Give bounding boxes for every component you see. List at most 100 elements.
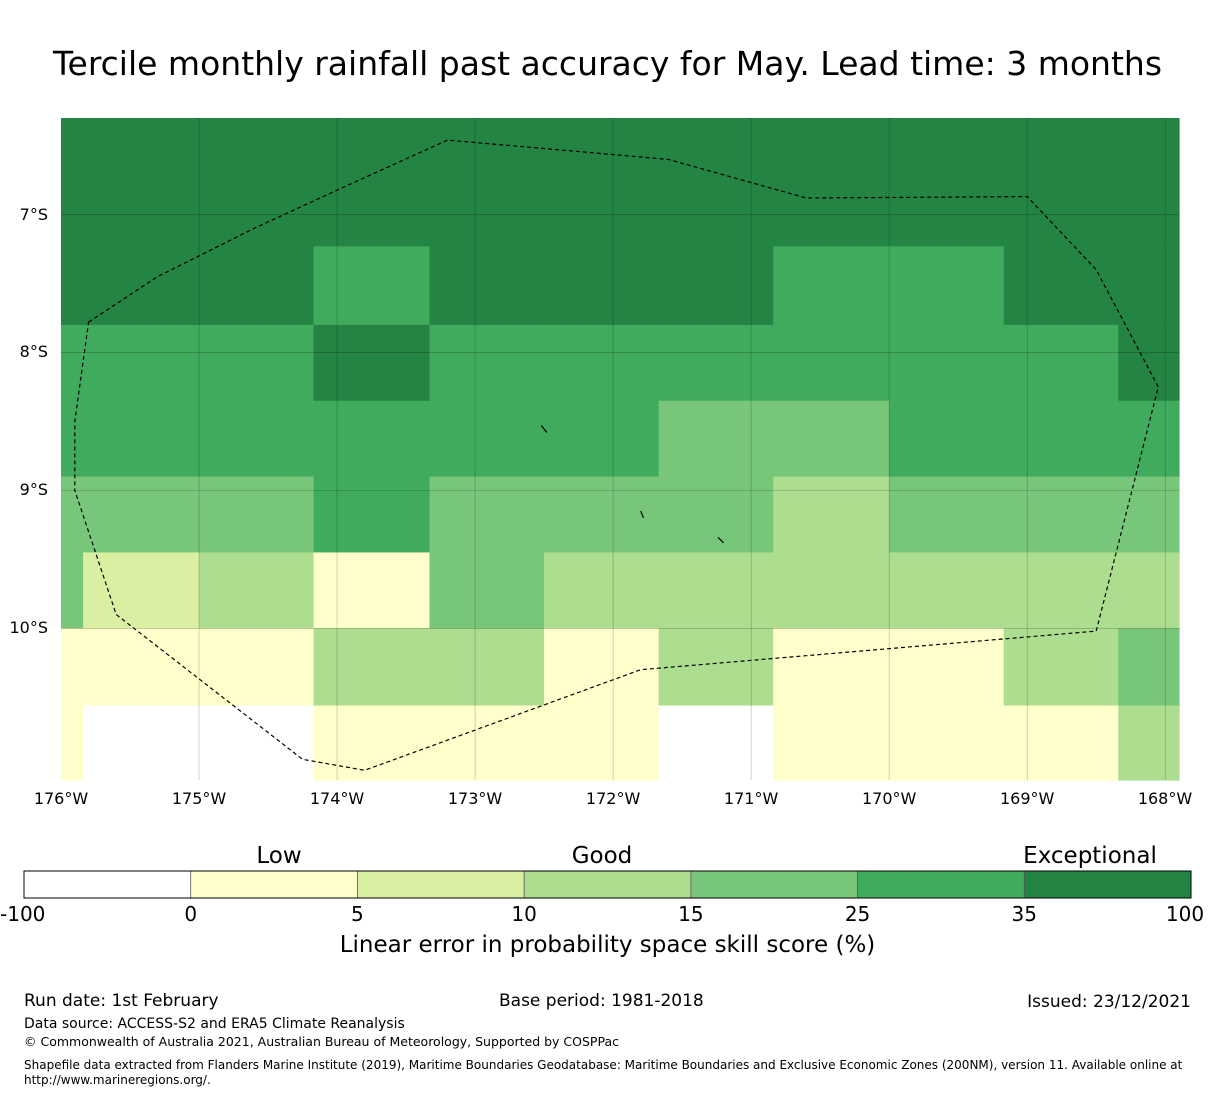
lon-label: 176°W <box>33 789 89 808</box>
skill-cell <box>1003 246 1119 326</box>
skill-cell <box>429 246 545 326</box>
skill-cell <box>429 552 545 629</box>
skill-cell <box>1118 118 1180 247</box>
skill-cell <box>61 324 84 402</box>
skill-cell <box>199 705 315 781</box>
skill-cell <box>658 476 774 554</box>
data-source: Data source: ACCESS-S2 and ERA5 Climate … <box>24 1016 405 1032</box>
skill-cell <box>889 476 1005 554</box>
shapefile-url: http://www.marineregions.org/. <box>24 1073 211 1087</box>
category-exceptional-label: Exceptional <box>1023 843 1157 869</box>
skill-cell <box>429 476 545 554</box>
colorbar-segment <box>357 871 525 898</box>
skill-cell <box>889 324 1005 402</box>
skill-cell <box>658 552 774 629</box>
skill-cell <box>429 400 545 478</box>
skill-cell <box>1118 400 1180 478</box>
skill-cell <box>83 324 200 402</box>
skill-cell <box>1003 628 1119 707</box>
skill-cell <box>199 628 315 707</box>
lon-label: 174°W <box>309 789 365 808</box>
skill-cell <box>544 552 660 629</box>
skill-cell <box>658 246 774 326</box>
lat-label: 8°S <box>19 342 48 362</box>
skill-cell <box>773 400 890 478</box>
skill-cell <box>544 324 660 402</box>
skill-cell <box>199 552 315 629</box>
lon-label: 171°W <box>723 789 779 808</box>
skill-cell <box>83 705 200 781</box>
skill-cell <box>199 476 315 554</box>
skill-cell <box>429 705 545 781</box>
skill-cell <box>1003 552 1119 629</box>
skill-cell <box>1118 552 1180 629</box>
skill-cell <box>83 476 200 554</box>
skill-cell <box>773 246 890 326</box>
colorbar-tick-label: 35 <box>1011 902 1037 926</box>
colorbar-segment <box>857 871 1025 898</box>
skill-cell <box>658 118 774 247</box>
lon-label: 170°W <box>861 789 917 808</box>
skill-cell <box>544 246 660 326</box>
lon-label: 175°W <box>171 789 227 808</box>
skill-cell <box>544 705 660 781</box>
skill-cell <box>313 400 431 478</box>
lat-label: 7°S <box>19 204 48 224</box>
skill-cell <box>429 118 545 247</box>
skill-cell <box>313 476 431 554</box>
skill-cell <box>544 628 660 707</box>
issued-date: Issued: 23/12/2021 <box>1027 992 1191 1012</box>
skill-cell <box>199 324 315 402</box>
skill-cell <box>1003 705 1119 781</box>
copyright: © Commonwealth of Australia 2021, Austra… <box>24 1034 619 1049</box>
skill-cell <box>61 118 84 247</box>
skill-cell <box>429 628 545 707</box>
skill-cell <box>889 552 1005 629</box>
skill-cell <box>313 324 431 402</box>
island <box>540 425 548 433</box>
colorbar-tick-label: 10 <box>511 902 537 926</box>
skill-cell <box>199 400 315 478</box>
colorbar-segment <box>24 871 191 898</box>
lat-label: 9°S <box>19 480 48 500</box>
skill-cell <box>544 400 660 478</box>
skill-cell <box>61 552 84 629</box>
skill-cell <box>1003 324 1119 402</box>
colorbar-segment <box>524 871 691 898</box>
skill-cell <box>658 400 774 478</box>
lon-label: 173°W <box>447 789 503 808</box>
category-low-label: Low <box>256 843 302 869</box>
colorbar-segment <box>1024 871 1191 898</box>
colorbar-tick-label: -100 <box>0 902 46 926</box>
skill-cell <box>889 628 1005 707</box>
skill-cell <box>1003 476 1119 554</box>
skill-cell <box>313 628 431 707</box>
skill-cell <box>83 552 200 629</box>
skill-cell <box>83 628 200 707</box>
skill-cell <box>1118 246 1180 326</box>
island <box>640 510 645 519</box>
skill-cell <box>61 400 84 478</box>
skill-cell <box>1003 400 1119 478</box>
colorbar-tick-label: 0 <box>184 902 198 926</box>
skill-cell <box>773 324 890 402</box>
skill-cell <box>544 476 660 554</box>
skill-cell <box>313 705 431 781</box>
skill-grid <box>61 118 1180 781</box>
eez-boundary <box>74 139 1159 771</box>
skill-cell <box>658 705 774 781</box>
skill-cell <box>199 246 315 326</box>
skill-cell <box>199 118 315 247</box>
colorbar-tick-label: 5 <box>351 902 364 926</box>
skill-cell <box>61 476 84 554</box>
chart-title: Tercile monthly rainfall past accuracy f… <box>52 44 1163 83</box>
skill-cell <box>1118 476 1180 554</box>
graticule <box>61 118 1179 780</box>
skill-cell <box>313 246 431 326</box>
colorbar-frame <box>23 870 1192 899</box>
skill-cell <box>61 705 84 781</box>
skill-cell <box>889 118 1005 247</box>
skill-cell <box>658 324 774 402</box>
skill-cell <box>313 118 431 247</box>
